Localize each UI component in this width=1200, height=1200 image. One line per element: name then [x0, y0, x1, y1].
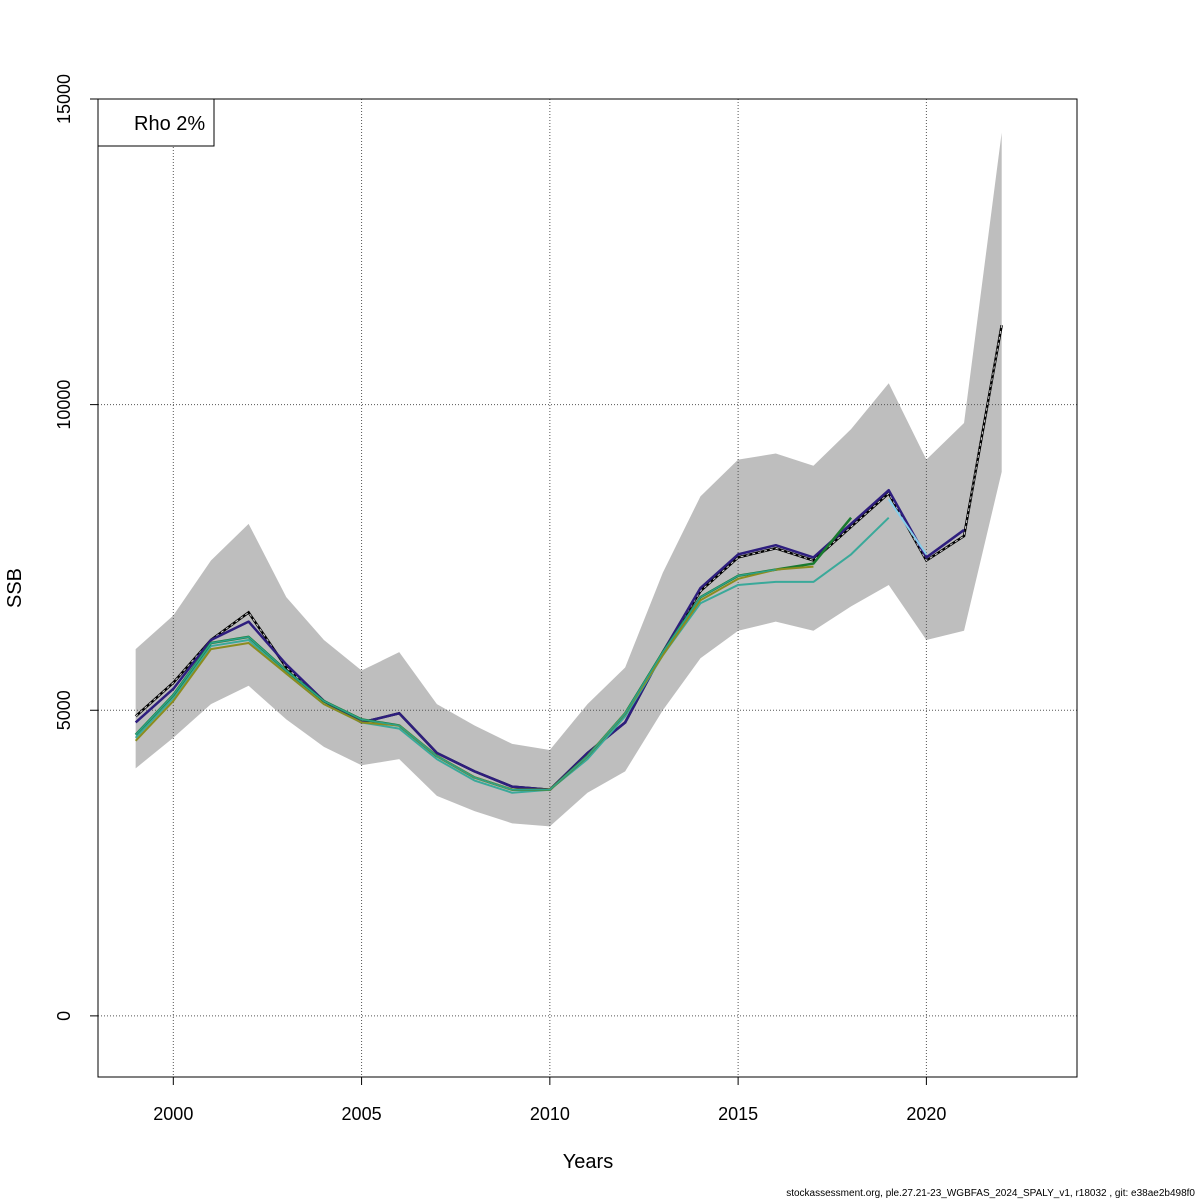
series-lines	[134, 324, 1003, 794]
confidence-band-layer	[135, 132, 1002, 827]
legend-box	[97, 98, 215, 147]
y-axis: 0 5000 10000 15000	[54, 74, 98, 1021]
x-tick-label: 2000	[153, 1104, 193, 1124]
series-line-3	[887, 498, 928, 555]
x-tick-label: 2010	[530, 1104, 570, 1124]
y-tick-label: 15000	[54, 74, 74, 124]
legend-text: Rho 2%	[134, 113, 205, 135]
x-tick-label: 2015	[718, 1104, 758, 1124]
x-tick-label: 2005	[342, 1104, 382, 1124]
y-axis-title: SSB	[4, 568, 26, 608]
y-tick-label: 5000	[54, 690, 74, 730]
legend: Rho 2%	[97, 98, 215, 147]
x-axis: 2000 2005 2010 2015 2020	[153, 1077, 946, 1124]
series-line-7	[135, 568, 776, 791]
footer-credit: stockassessment.org, ple.27.21-23_WGBFAS…	[786, 1188, 1195, 1199]
confidence-band	[135, 132, 1002, 827]
y-tick-label: 0	[54, 1011, 74, 1021]
y-tick-label: 10000	[54, 380, 74, 430]
plot-frame	[97, 98, 1078, 1078]
series-line-4	[134, 516, 890, 794]
x-tick-label: 2020	[906, 1104, 946, 1124]
x-axis-title: Years	[563, 1151, 613, 1173]
